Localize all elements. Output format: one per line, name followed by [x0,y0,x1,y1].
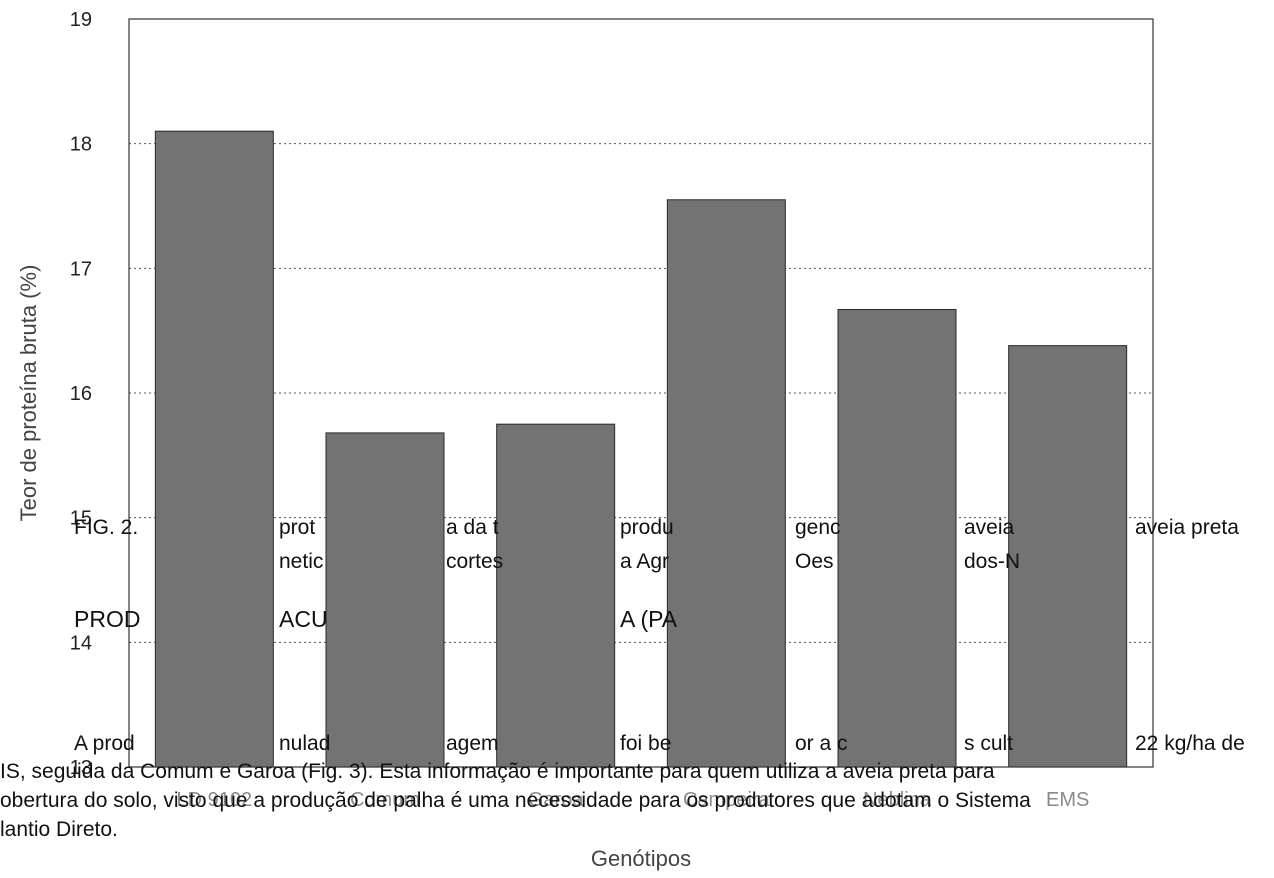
paragraph-fragment: 22 kg/ha de [1135,732,1245,755]
y-tick-label: 19 [70,9,92,31]
x-axis-title: Genótipos [591,846,691,871]
fig-caption-fragment: FIG. 2. [74,516,139,539]
bar-campeira [666,199,786,768]
fig-caption-fragment: netic [279,550,324,573]
paragraph-fragment: A prod [74,732,135,755]
y-tick-label: 14 [70,632,92,654]
fig-caption-fragment: cortes [446,550,504,573]
paragraph-line: lantio Direto. [0,818,118,841]
fig-caption-fragment: prot [279,516,316,539]
y-tick-label: 17 [70,258,92,280]
section-heading-fragment: ACU [279,606,328,632]
paragraph-fragment: foi be [620,732,672,755]
y-axis-ticks: 13 14 15 16 17 18 19 [70,9,92,779]
y-tick-label: 15 [70,508,92,530]
fig-caption-fragment: a Agr [620,550,670,573]
bars [154,130,1128,768]
fig-caption-fragment: dos-N [964,550,1021,573]
bar-ems [1008,345,1128,768]
paragraph-fragment: nulad [279,732,331,755]
x-tick-label: LD 9102 [177,789,253,811]
grid-lines [129,143,1153,643]
fig-caption-fragment: genc [795,516,841,539]
y-tick-label: 16 [70,383,92,405]
bar-ld-9102 [154,130,274,768]
bar-garoa [496,423,616,768]
fig-caption-fragment: aveia [964,516,1015,539]
paragraph-fragment: agem [446,732,499,755]
fig-caption-fragment: produ [620,516,674,539]
x-tick-label: Garoa [528,789,584,811]
y-tick-label: 13 [70,757,92,779]
paragraph-fragment: or a c [795,732,848,755]
x-axis-ticks: LD 9102 Comum Garoa Campeira Neblina EMS [177,789,1090,811]
fig-caption-fragment: aveia preta [1135,516,1239,539]
x-tick-label: Comum [350,789,420,811]
plot-frame [128,18,1154,768]
fig-caption-fragment: a da t [446,516,499,539]
paragraph-line: IS, seguida da Comum e Garoa (Fig. 3). E… [0,760,995,783]
x-tick-label: EMS [1046,789,1089,811]
bar-comum [325,432,445,768]
paragraph-fragment: s cult [964,732,1014,755]
y-axis-title: Teor de proteína bruta (%) [16,265,41,522]
section-heading-fragment: PROD [74,606,141,632]
x-tick-label: Campeira [683,789,771,811]
paragraph-line: obertura do solo, visto que a produção d… [0,789,1031,812]
x-tick-label: Neblina [863,789,932,811]
bar-neblina [837,308,957,768]
y-tick-label: 18 [70,134,92,156]
section-heading-fragment: A (PA [620,606,678,632]
fig-caption-fragment: Oes [795,550,834,573]
